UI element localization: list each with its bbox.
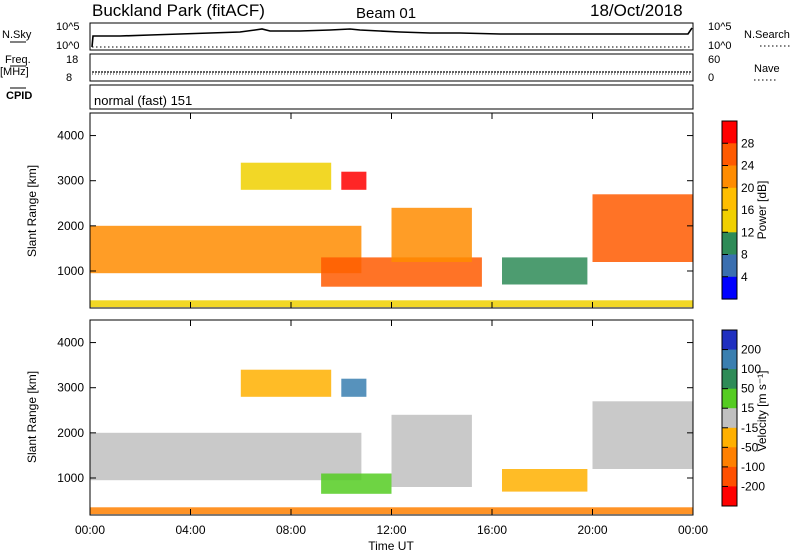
x-tick-label: 00:00 [75, 523, 105, 537]
velocity-colorbar-tick-label: -100 [741, 460, 765, 474]
y-tick-label: 2000 [57, 426, 84, 440]
cpid-text: normal (fast) 151 [94, 93, 192, 108]
velocity-colorbar-swatch [722, 427, 737, 448]
velocity-colorbar-tick-label: -15 [741, 421, 759, 435]
power-colorbar-swatch [722, 143, 737, 167]
power-colorbar-swatch [722, 121, 737, 144]
echo-region [502, 257, 588, 285]
velocity-colorbar-tick-label: -50 [741, 440, 759, 454]
nsky-tick-top: 10^5 [56, 21, 80, 33]
x-tick-label: 00:00 [678, 523, 708, 537]
echo-region [341, 171, 367, 190]
power-colorbar-tick-label: 16 [741, 203, 755, 217]
power-panel: 4000 3000 2000 1000 Slant Range [km] [25, 112, 694, 309]
nsearch-tick-bottom: 10^0 [708, 40, 732, 52]
power-y-axis: 4000 3000 2000 1000 [57, 113, 694, 308]
x-tick-label: 04:00 [175, 523, 205, 537]
nsearch-label: N.Search [744, 29, 790, 41]
power-colorbar-tick-label: 20 [741, 181, 755, 195]
velocity-colorbar-swatch [722, 447, 737, 468]
nsky-trace [91, 27, 693, 48]
echo-region [341, 378, 367, 397]
cpid-panel: CPID normal (fast) 151 [6, 84, 694, 110]
x-tick-label: 20:00 [577, 523, 607, 537]
freq-unit: [MHz] [0, 66, 29, 78]
velocity-colorbar-swatch [722, 330, 737, 351]
echo-region [391, 414, 472, 487]
power-ylabel: Slant Range [km] [25, 165, 39, 257]
echo-region [592, 194, 693, 262]
nsky-panel: N.Sky 10^5 10^0 10^5 10^0 N.Search [2, 21, 790, 52]
power-colorbar-tick-label: 4 [741, 270, 748, 284]
echo-region [592, 401, 693, 469]
nsky-label: N.Sky [2, 29, 32, 41]
nave-label: Nave [754, 63, 780, 75]
y-tick-label: 1000 [57, 471, 84, 485]
y-tick-label: 4000 [57, 336, 84, 350]
velocity-echo-layer [90, 369, 693, 515]
echo-region [321, 257, 482, 287]
echo-region [240, 162, 332, 190]
y-tick-label: 4000 [57, 129, 84, 143]
velocity-colorbar-swatch [722, 369, 737, 390]
station-title: Buckland Park (fitACF) [92, 1, 265, 20]
y-tick-label: 1000 [57, 264, 84, 278]
velocity-colorbar-swatch [722, 408, 737, 429]
nsearch-tick-top: 10^5 [708, 21, 732, 33]
freq-label: Freq. [5, 54, 31, 66]
nsky-tick-bottom: 10^0 [56, 40, 80, 52]
velocity-colorbar-tick-label: 100 [741, 362, 761, 376]
nave-tick-bottom: 0 [708, 72, 714, 84]
echo-region [90, 432, 362, 481]
x-tick-label: 12:00 [376, 523, 406, 537]
freq-panel: Freq. [MHz] 18 8 60 0 Nave [0, 53, 780, 84]
nave-tick-top: 60 [708, 54, 720, 66]
velocity-colorbar-swatch [722, 486, 737, 507]
time-xlabel: Time UT [368, 539, 414, 553]
beam-title: Beam 01 [356, 5, 416, 22]
x-tick-label: 08:00 [276, 523, 306, 537]
power-colorbar-swatch [722, 276, 737, 300]
velocity-colorbar-label: Velocity [m s⁻¹] [755, 370, 769, 451]
x-tick-label: 16:00 [477, 523, 507, 537]
velocity-colorbar-tick-label: 50 [741, 382, 755, 396]
velocity-colorbar-swatch [722, 388, 737, 409]
power-colorbar-swatch [722, 210, 737, 233]
cpid-label: CPID [6, 90, 32, 102]
echo-region [321, 473, 392, 494]
velocity-y-axis: 4000 3000 2000 1000 [57, 320, 694, 515]
velocity-colorbar-swatch [722, 349, 737, 370]
y-tick-label: 3000 [57, 381, 84, 395]
velocity-colorbar-swatch [722, 466, 737, 487]
echo-region [90, 225, 362, 274]
freq-tick-bottom: 8 [66, 72, 72, 84]
power-colorbar-swatch [722, 232, 737, 256]
power-colorbar-tick-label: 8 [741, 248, 748, 262]
echo-region [240, 369, 332, 397]
y-tick-label: 2000 [57, 219, 84, 233]
velocity-colorbar-frame [721, 329, 738, 507]
power-colorbar-swatch [722, 187, 737, 211]
power-colorbar-label: Power [dB] [755, 181, 769, 240]
power-colorbar: 28 24 20 16 12 8 4 [721, 120, 755, 300]
velocity-panel: 4000 3000 2000 1000 Slant Range [km] [25, 319, 694, 516]
velocity-colorbar-tick-label: 15 [741, 401, 755, 415]
power-colorbar-tick-label: 12 [741, 225, 755, 239]
freq-tick-top: 18 [66, 54, 78, 66]
velocity-colorbar: 200 100 50 15 -15 -50 -100 -200 [721, 329, 765, 507]
time-x-axis: 00:00 04:00 08:00 12:00 16:00 20:00 00:00 [75, 523, 708, 537]
velocity-colorbar-tick-label: -200 [741, 479, 765, 493]
velocity-colorbar-tick-label: 200 [741, 343, 761, 357]
date-title: 18/Oct/2018 [590, 1, 683, 20]
velocity-ylabel: Slant Range [km] [25, 371, 39, 463]
power-colorbar-tick-label: 24 [741, 159, 755, 173]
power-colorbar-tick-label: 28 [741, 136, 755, 150]
echo-region [391, 207, 472, 262]
y-tick-label: 3000 [57, 174, 84, 188]
power-echo-layer [90, 162, 693, 308]
power-colorbar-swatch [722, 165, 737, 189]
power-colorbar-swatch [722, 254, 737, 278]
echo-region [502, 469, 588, 492]
